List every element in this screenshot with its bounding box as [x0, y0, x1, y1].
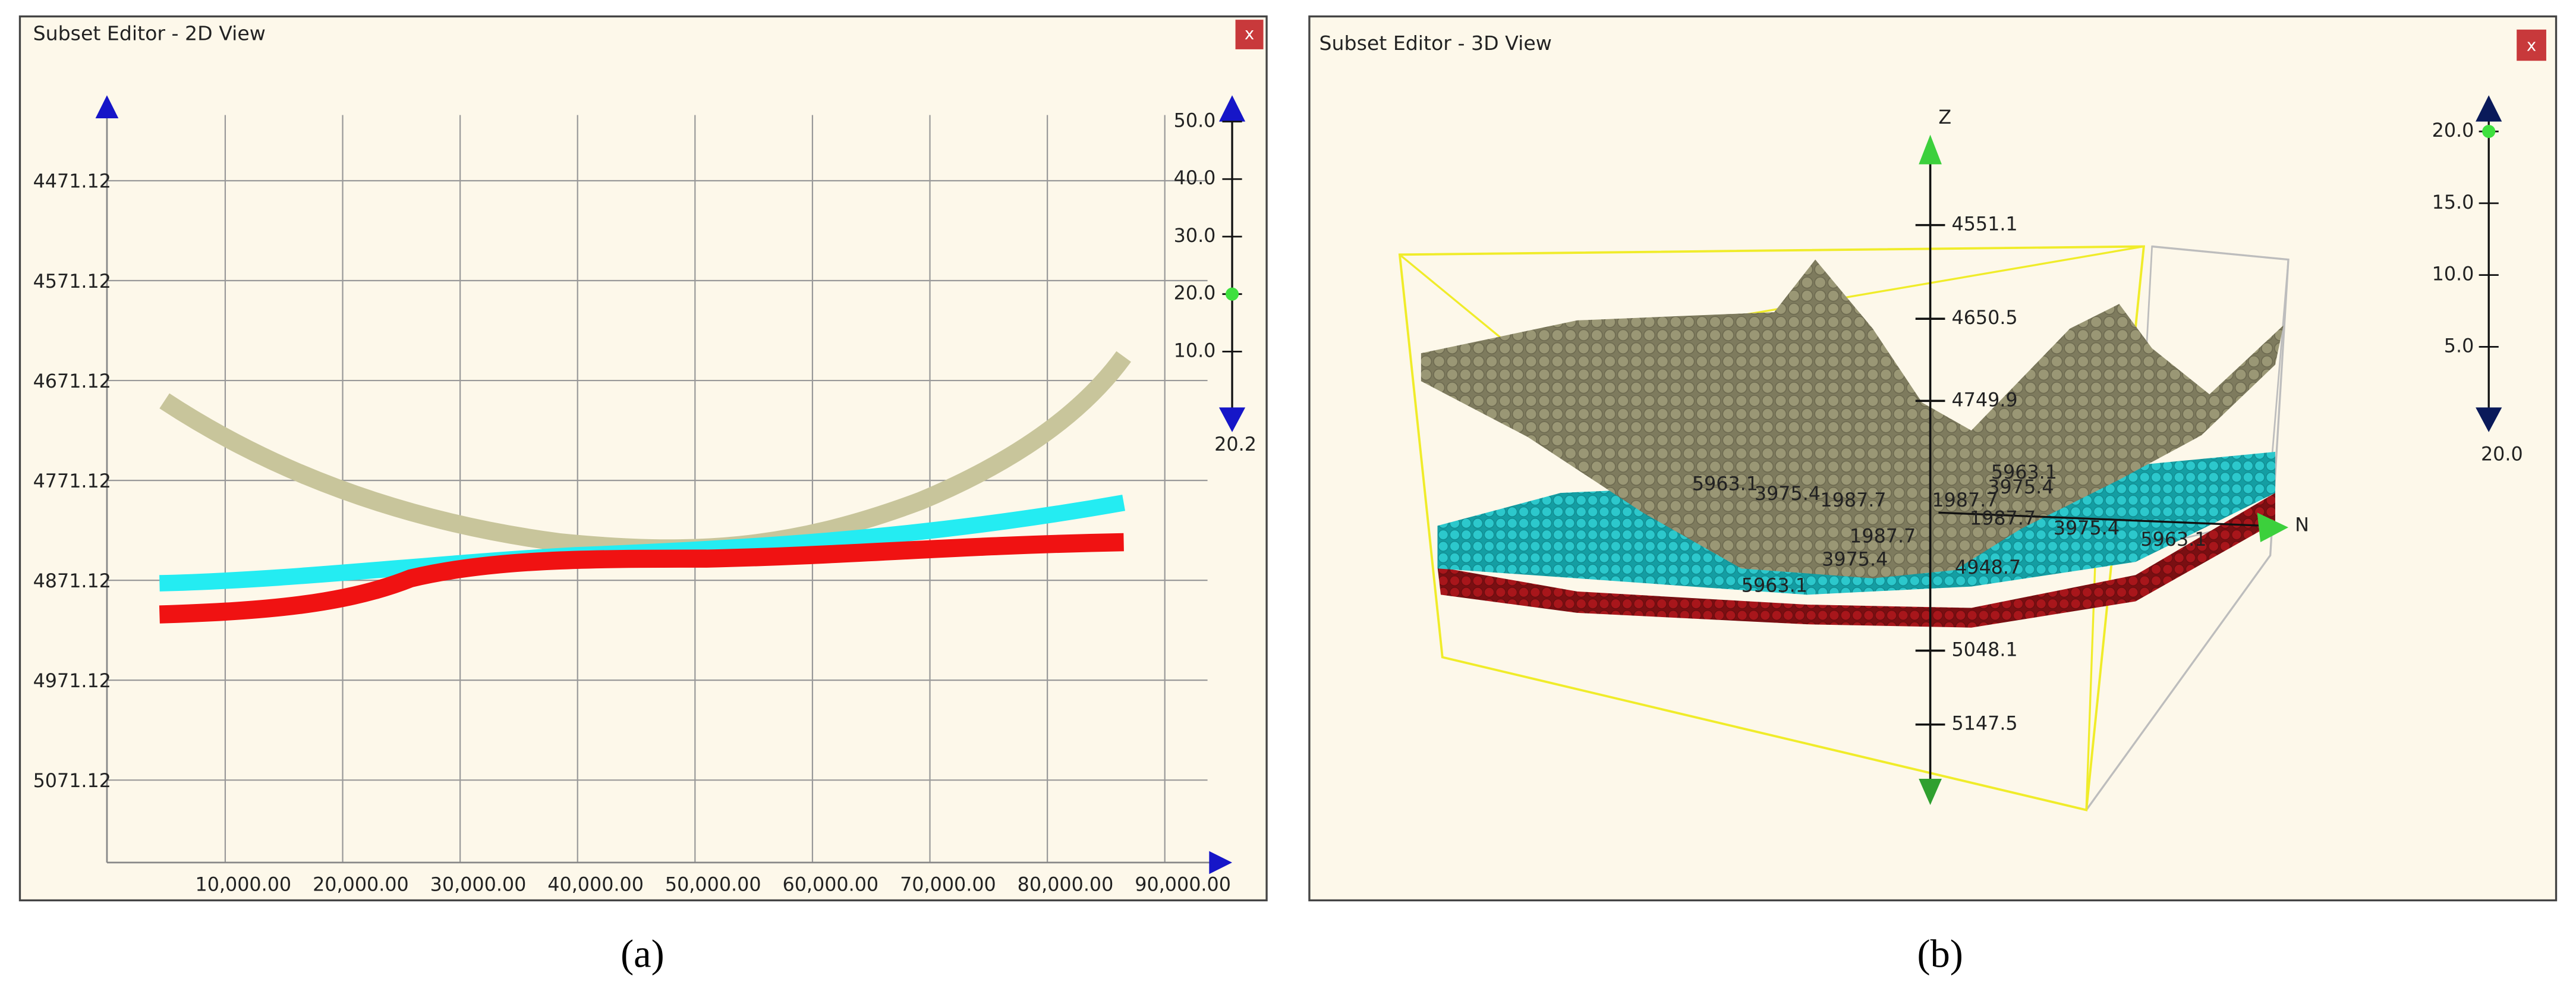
caption: (a) [621, 932, 665, 976]
grid-label: 5963.1 [2140, 529, 2206, 551]
window-title: Subset Editor - 3D View [1320, 32, 1552, 55]
x-tick-label: 40,000.00 [547, 875, 644, 896]
slider-arrow[interactable] [1218, 95, 1246, 122]
window-2d [18, 15, 1268, 902]
slider-label: 15.0 [2432, 192, 2474, 213]
slider-thumb[interactable] [1225, 287, 1239, 301]
n-axis-label: N [2295, 514, 2309, 536]
grid-label: 3975.4 [2054, 518, 2120, 539]
caption: (b) [1917, 932, 1963, 976]
slider-label: 10.0 [2432, 264, 2474, 285]
x-tick-label: 90,000.00 [1135, 875, 1231, 896]
grid-label: 1987.7 [1820, 490, 1886, 511]
slider-arrow[interactable] [2476, 407, 2502, 432]
slider-label: 20.0 [1174, 283, 1216, 304]
slider-value: 20.2 [1214, 434, 1256, 455]
window-3d [1308, 15, 2558, 902]
z-axis-label: Z [1938, 107, 1951, 128]
grid [106, 115, 1208, 863]
red-surface [1437, 493, 2275, 628]
slider-thumb[interactable] [2482, 125, 2496, 139]
grid-label: 1987.7 [1850, 526, 1916, 548]
y-tick-label: 4771.12 [33, 471, 111, 492]
slider-value: 20.0 [2481, 444, 2523, 465]
grid-label: 5963.1 [1692, 473, 1758, 495]
close-button[interactable] [2517, 29, 2546, 61]
y-tick-label: 5071.12 [33, 770, 111, 792]
texts: Subset Editor - 2D View x 4471.12 4571.12 46… [33, 22, 2537, 976]
slider-label: 40.0 [1174, 168, 1216, 189]
x-tick-label: 80,000.00 [1018, 875, 1114, 896]
axis-arrow [1209, 851, 1233, 875]
axis-cone [1919, 134, 1942, 165]
slider-label: 30.0 [1174, 225, 1216, 247]
grid-label: 5963.1 [1991, 462, 2057, 483]
x-tick-label: 70,000.00 [900, 875, 996, 896]
x-tick-label: 20,000.00 [313, 875, 409, 896]
axis-arrow [95, 95, 119, 118]
close-label: x [2527, 35, 2536, 55]
grid-label: 3975.4 [1822, 549, 1888, 570]
grid-label: 3975.4 [1755, 483, 1821, 505]
n-axis [1938, 511, 2264, 527]
x-tick-label: 10,000.00 [195, 875, 291, 896]
axis-cone [2257, 512, 2289, 542]
slider-label: 5.0 [2444, 335, 2474, 357]
x-tick-label: 60,000.00 [782, 875, 878, 896]
close-label: x [1245, 24, 1254, 43]
y-tick-label: 4971.12 [33, 671, 111, 692]
slider-arrow[interactable] [2476, 95, 2502, 122]
x-tick-label: 50,000.00 [665, 875, 761, 896]
grid-label: 5963.1 [1742, 575, 1807, 597]
y-tick-label: 4671.12 [33, 371, 111, 392]
khaki-surface [1421, 259, 2284, 578]
slider-label: 50.0 [1174, 111, 1216, 132]
y-tick-label: 4871.12 [33, 571, 111, 592]
z-tick-label: 5147.5 [1952, 713, 2018, 735]
z-tick-label: 4551.1 [1952, 214, 2018, 235]
grid-label: 4948.7 [1955, 557, 2021, 578]
axis-cone [1919, 778, 1942, 806]
z-tick-label: 5048.1 [1952, 639, 2018, 660]
window-title: Subset Editor - 2D View [33, 22, 266, 45]
z-tick-label: 4749.9 [1952, 389, 2018, 411]
slider-label: 20.0 [2432, 120, 2474, 141]
slider-label: 10.0 [1174, 340, 1216, 361]
y-tick-label: 4571.12 [33, 271, 111, 292]
bounding-box [1398, 245, 2145, 811]
z-tick-label: 4650.5 [1952, 307, 2018, 329]
y-tick-label: 4471.12 [33, 171, 111, 193]
grid-label: 1987.7 [1932, 490, 1998, 511]
grid-label: 3975.4 [1988, 477, 2054, 498]
grid-label: 1987.7 [1970, 508, 2036, 529]
z-ticks [1915, 224, 1945, 726]
red-cloud [159, 533, 1124, 624]
close-button[interactable] [1235, 20, 1264, 49]
window-frame [18, 15, 1268, 902]
slider-arrow[interactable] [1218, 407, 1246, 432]
x-tick-label: 30,000.00 [430, 875, 527, 896]
